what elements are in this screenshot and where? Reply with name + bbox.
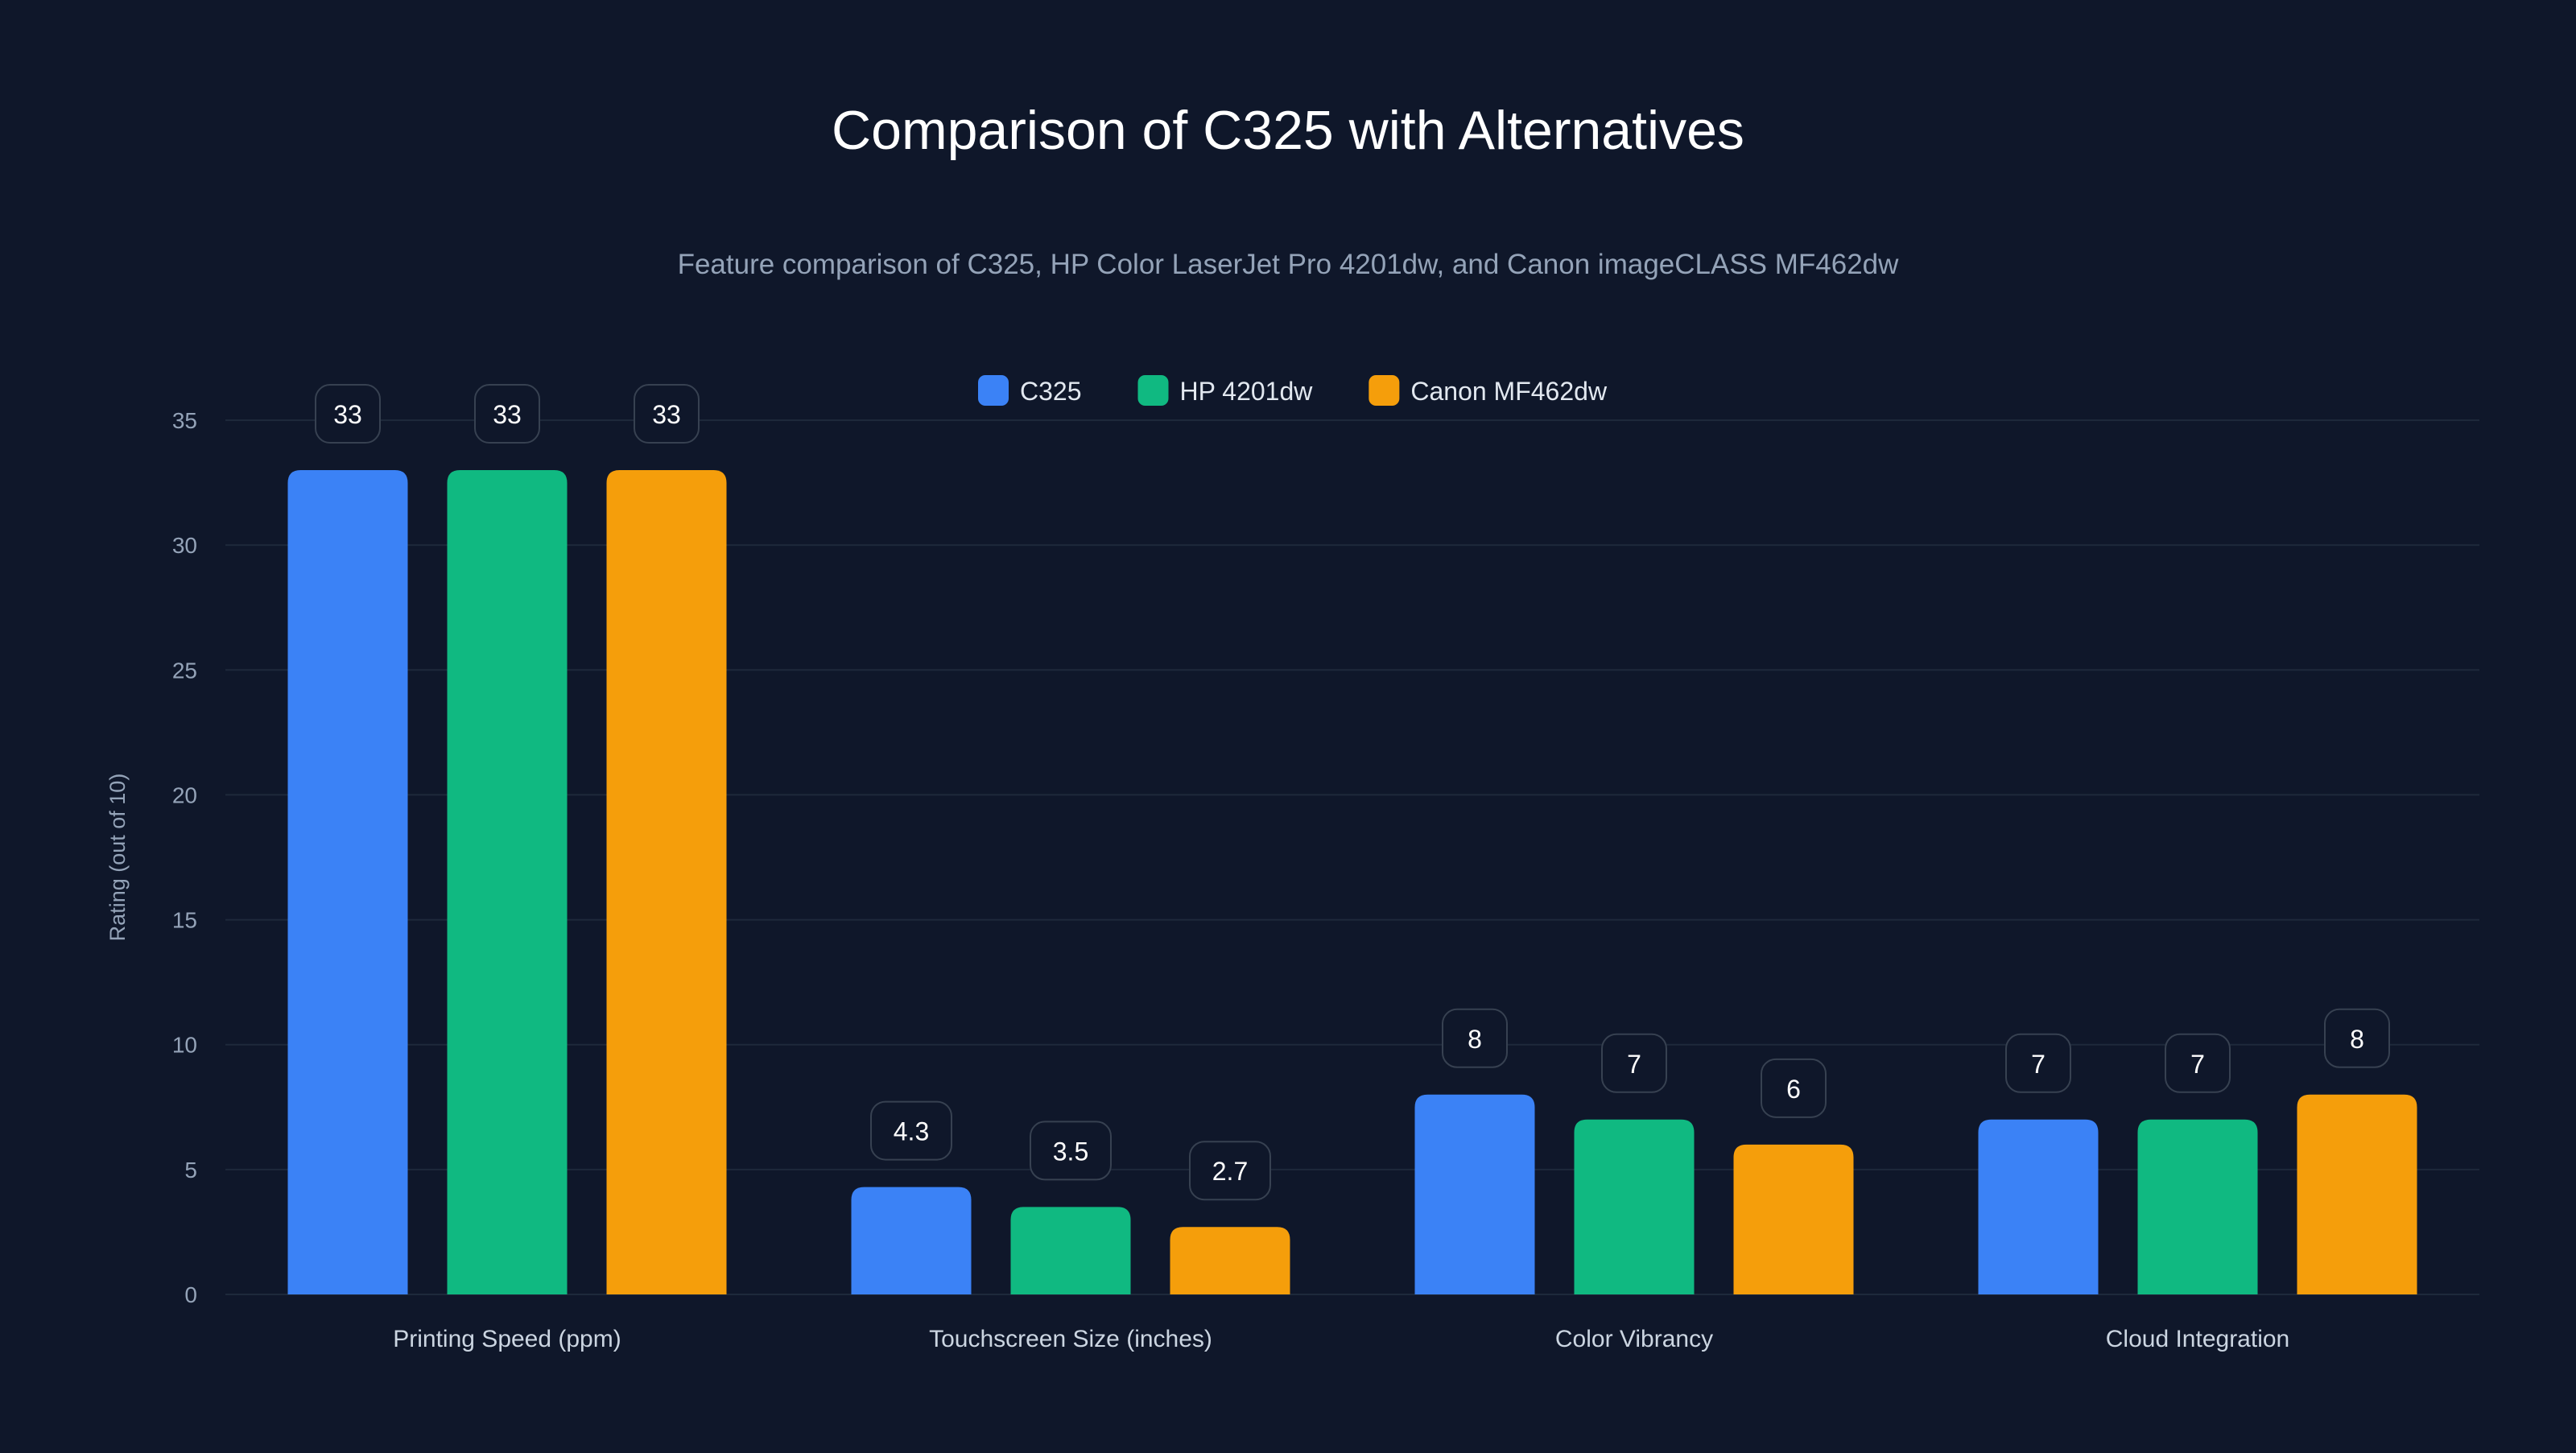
data-label-box: [2005, 1033, 2071, 1093]
data-label-box: [2324, 1008, 2390, 1068]
data-label: 2.7: [1212, 1157, 1248, 1186]
data-label-box: [1761, 1058, 1827, 1118]
y-tick-label: 10: [172, 1033, 197, 1058]
x-tick-label: Printing Speed (ppm): [393, 1326, 621, 1352]
chart-subtitle: Feature comparison of C325, HP Color Las…: [678, 249, 1900, 280]
legend-label: Canon MF462dw: [1410, 377, 1608, 406]
data-label: 33: [493, 400, 522, 429]
bar: [851, 1187, 972, 1294]
data-label-box: [1189, 1141, 1271, 1201]
chart-title: Comparison of C325 with Alternatives: [832, 100, 1744, 161]
data-label: 7: [1627, 1050, 1641, 1079]
data-label-box: [2165, 1033, 2231, 1093]
data-label-box: [474, 384, 540, 444]
bar: [606, 470, 727, 1294]
data-label-box: [1601, 1033, 1667, 1093]
data-label: 7: [2031, 1050, 2046, 1079]
y-axis-label: Rating (out of 10): [105, 774, 130, 942]
y-tick-label: 25: [172, 658, 197, 683]
y-tick-label: 35: [172, 408, 197, 433]
bar: [1978, 1119, 2099, 1294]
y-tick-label: 0: [184, 1282, 197, 1307]
x-tick-label: Cloud Integration: [2106, 1326, 2290, 1352]
data-label: 3.5: [1053, 1137, 1088, 1166]
x-tick-label: Color Vibrancy: [1555, 1326, 1713, 1352]
data-label: 6: [1786, 1075, 1801, 1104]
legend-swatch: [978, 375, 1009, 406]
data-label: 33: [333, 400, 362, 429]
legend-label: HP 4201dw: [1180, 377, 1314, 406]
data-label: 33: [652, 400, 681, 429]
data-label-box: [315, 384, 381, 444]
data-label-box: [1442, 1008, 1508, 1068]
y-tick-label: 20: [172, 782, 197, 807]
bar: [1170, 1227, 1290, 1294]
legend-label: C325: [1020, 377, 1082, 406]
bar: [2137, 1119, 2258, 1294]
data-label-box: [870, 1100, 952, 1161]
bar: [287, 470, 408, 1294]
x-tick-label: Touchscreen Size (inches): [929, 1326, 1212, 1352]
y-tick-label: 5: [184, 1158, 197, 1183]
y-tick-label: 15: [172, 908, 197, 933]
bar: [447, 470, 568, 1294]
data-label-box: [634, 384, 700, 444]
data-label-box: [1030, 1121, 1112, 1181]
legend-swatch: [1368, 375, 1400, 406]
bar: [1414, 1094, 1535, 1294]
bar: [1574, 1119, 1695, 1294]
data-label: 4.3: [894, 1117, 929, 1146]
data-label: 8: [1468, 1025, 1482, 1054]
bar: [2297, 1094, 2417, 1294]
bar: [1733, 1144, 1854, 1294]
y-tick-label: 30: [172, 533, 197, 558]
legend-swatch: [1137, 375, 1169, 406]
bar: [1010, 1207, 1131, 1294]
data-label: 8: [2350, 1025, 2364, 1054]
data-label: 7: [2190, 1050, 2205, 1079]
